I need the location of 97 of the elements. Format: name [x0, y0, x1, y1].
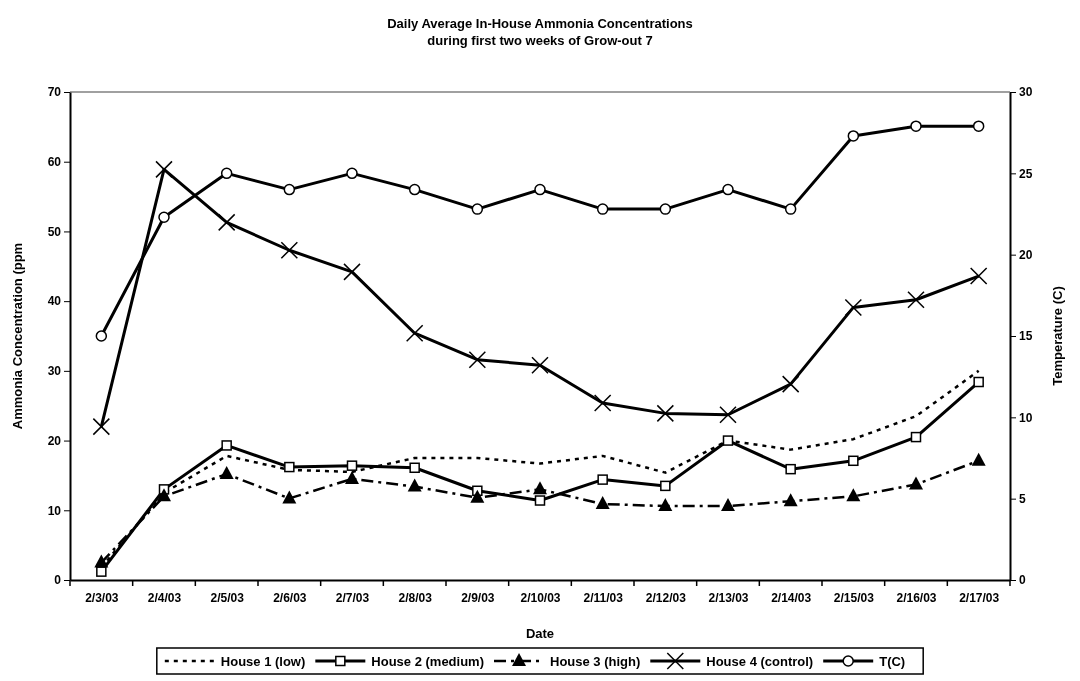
legend-label: House 4 (control) — [706, 654, 814, 669]
point — [971, 452, 986, 466]
x-tick-label: 2/4/03 — [147, 591, 182, 606]
point — [220, 167, 233, 180]
y2-tick-label: 5 — [1019, 492, 1026, 507]
legend-label: House 1 (low) — [220, 654, 306, 669]
x-tick-label: 2/12/03 — [645, 591, 687, 606]
point — [910, 431, 922, 443]
y-tick-label: 60 — [47, 155, 62, 170]
point — [660, 480, 671, 492]
point — [595, 496, 610, 510]
point — [158, 211, 170, 223]
x-tick-label: 2/3/03 — [85, 591, 119, 606]
point — [973, 376, 984, 388]
point — [283, 183, 296, 196]
y-axis-title: Ammonia Concentration (ppm — [10, 242, 25, 430]
x-tick-label: 2/7/03 — [335, 591, 370, 606]
point — [470, 489, 485, 503]
y-tick-label: 20 — [47, 433, 62, 448]
chart-title: Daily Average In-House Ammonia Concentrations during first two weeks of Grow-out 7 — [387, 16, 693, 48]
point — [972, 120, 985, 132]
x-tick-label: 2/9/03 — [461, 591, 495, 606]
x-tick-label: 2/11/03 — [583, 591, 624, 606]
point — [781, 375, 800, 393]
x-tick-label: 2/5/03 — [210, 591, 245, 606]
point — [969, 267, 988, 285]
y-tick-label: 0 — [54, 573, 62, 588]
x-tick-label: 2/13/03 — [708, 591, 749, 606]
point — [722, 435, 734, 446]
point — [847, 130, 860, 142]
y2-axis-title: Temperature (C) — [1050, 286, 1065, 386]
y2-tick-label: 10 — [1019, 410, 1033, 425]
point — [221, 440, 232, 451]
point — [844, 298, 863, 317]
point — [95, 330, 108, 342]
x-tick-label: 2/15/03 — [833, 591, 875, 606]
point — [719, 406, 737, 424]
point — [597, 474, 608, 485]
point — [846, 488, 861, 502]
y-tick-label: 40 — [47, 294, 62, 309]
x-tick-label: 2/8/03 — [398, 591, 433, 606]
y2-tick-label: 30 — [1019, 85, 1033, 100]
point — [907, 291, 925, 309]
point — [407, 478, 422, 492]
x-axis-title: Date — [525, 626, 555, 641]
point — [284, 461, 295, 473]
point — [593, 394, 612, 412]
point — [468, 350, 487, 369]
point — [280, 241, 299, 259]
point — [345, 470, 359, 484]
point — [659, 203, 672, 215]
point — [783, 493, 798, 507]
point — [408, 183, 421, 196]
point — [96, 566, 107, 577]
point — [219, 466, 234, 480]
point — [282, 490, 297, 504]
point — [534, 183, 546, 196]
point — [722, 183, 734, 196]
point — [471, 203, 484, 215]
point — [534, 495, 546, 506]
y2-tick-label: 15 — [1019, 329, 1033, 344]
point — [346, 167, 358, 180]
point — [405, 324, 424, 342]
point — [909, 476, 923, 490]
point — [94, 554, 109, 568]
legend-label: T(C) — [879, 654, 906, 669]
x-tick-label: 2/10/03 — [520, 591, 561, 606]
point — [656, 404, 675, 423]
y-tick-label: 70 — [47, 85, 62, 100]
point — [848, 455, 859, 467]
point — [346, 460, 358, 471]
x-tick-label: 2/17/03 — [959, 591, 1000, 606]
x-tick-label: 2/6/03 — [273, 591, 307, 606]
point — [910, 120, 922, 132]
legend-label: House 2 (medium) — [371, 654, 485, 669]
point — [784, 203, 797, 215]
point — [533, 481, 547, 495]
point — [92, 417, 111, 436]
point — [155, 160, 173, 179]
y-tick-label: 10 — [47, 503, 62, 518]
y2-tick-label: 20 — [1019, 248, 1033, 263]
point — [217, 213, 236, 232]
legend-label: House 3 (high) — [550, 654, 641, 669]
x-tick-label: 2/14/03 — [771, 591, 812, 606]
point — [157, 488, 171, 502]
point — [343, 263, 361, 281]
point — [409, 462, 420, 474]
point — [531, 356, 549, 375]
y-tick-label: 50 — [47, 224, 62, 239]
point — [721, 498, 735, 512]
x-tick-label: 2/16/03 — [896, 591, 937, 606]
y2-tick-label: 0 — [1019, 573, 1026, 588]
y-tick-label: 30 — [47, 364, 62, 379]
point — [785, 463, 796, 475]
y2-tick-label: 25 — [1019, 166, 1033, 181]
point — [596, 203, 609, 215]
point — [658, 498, 673, 512]
